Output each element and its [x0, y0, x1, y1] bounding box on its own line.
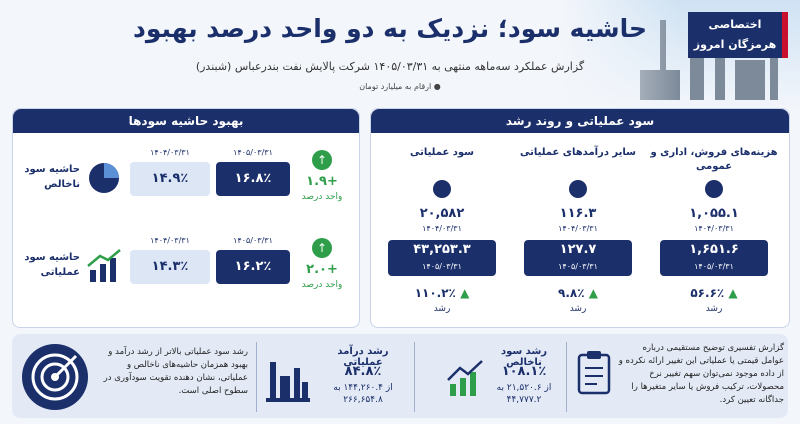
- current-date: ۱۴۰۵/۰۳/۳۱: [558, 262, 598, 271]
- current-date: ۱۴۰۵/۰۳/۳۱: [694, 262, 734, 271]
- gross-title: رشد سود ناخالص: [500, 346, 548, 368]
- explanation: گزارش تفسیری توضیح مستقیمی درباره عوامل …: [618, 343, 784, 405]
- column-label: سود عملیاتی: [409, 147, 475, 158]
- current-date: ۱۴۰۵/۰۳/۳۱: [233, 148, 273, 157]
- change: ▲ ۵۶.۶٪: [658, 286, 770, 300]
- conclusion: رشد سود عملیاتی بالاتر از رشد درآمد و به…: [103, 347, 248, 396]
- panel-title: سود عملیاتی و روند رشد: [371, 109, 789, 133]
- revenue-detail: از ۱۴۴,۲۶۰.۴ به ۲۶۶,۶۵۴.۸: [333, 383, 393, 405]
- row-icon: [86, 160, 122, 196]
- row-icon: [86, 248, 122, 284]
- current-box: [660, 240, 768, 276]
- note-text: ارقام به میلیارد تومان: [359, 82, 432, 91]
- up-triangle: ▲: [588, 286, 598, 300]
- panel-title: بهبود حاشیه سودها: [13, 109, 359, 133]
- current-value: ۱۲۷.۷: [559, 242, 597, 257]
- footer: [12, 334, 788, 418]
- change-word: رشد: [569, 304, 587, 314]
- previous-date: ۱۴۰۴/۰۳/۳۱: [694, 224, 734, 233]
- current-date: ۱۴۰۵/۰۳/۳۱: [422, 262, 462, 271]
- revenue-title: رشد درآمد عملیاتی: [337, 346, 389, 368]
- current-box: [524, 240, 632, 276]
- note: ● ارقام به میلیارد تومان: [359, 82, 441, 91]
- previous-date: ۱۴۰۴/۰۳/۳۱: [422, 224, 462, 233]
- previous-value: ۱,۰۵۵.۱: [689, 206, 739, 221]
- gross-detail: از ۲۱,۵۲۰.۶ به ۴۴,۷۷۷.۲: [496, 383, 552, 405]
- previous-date: ۱۴۰۴/۰۳/۳۱: [150, 236, 190, 245]
- row-label: حاشیه سود عملیاتی: [24, 252, 80, 278]
- operating-panel: سود عملیاتی و روند رشد: [370, 108, 790, 328]
- title: حاشیه سود؛ نزدیک به دو واحد درصد بهبود: [132, 14, 648, 43]
- badge-line: اختصاصی: [708, 18, 762, 31]
- gross-value: ۱۰۸.۱٪: [501, 364, 547, 379]
- up-triangle: ▲: [460, 286, 470, 300]
- column-icon: [702, 178, 726, 200]
- current-value: ۱,۶۵۱.۶: [689, 242, 739, 257]
- divider: [256, 342, 257, 412]
- clipboard-icon: [577, 351, 611, 395]
- refinery-icon: [266, 362, 310, 402]
- change-unit: واحد درصد: [301, 192, 343, 202]
- growth-chart-icon: [447, 360, 483, 396]
- change: ▲ ۹.۸٪: [522, 286, 634, 300]
- margins-panel: بهبود حاشیه سودها: [12, 108, 360, 328]
- current-value: ۱۶.۸٪: [216, 162, 290, 196]
- subtitle: گزارش عملکرد سه‌ماهه منتهی به ۱۴۰۵/۰۳/۳۱…: [195, 60, 585, 73]
- previous-date: ۱۴۰۴/۰۳/۳۱: [150, 148, 190, 157]
- change-word: رشد: [433, 304, 451, 314]
- up-arrow: ↑: [312, 150, 332, 170]
- previous-value: ۱۴.۳٪: [130, 250, 210, 284]
- up-triangle: ▲: [728, 286, 738, 300]
- change: ▲ ۱۱۰.۲٪: [386, 286, 498, 300]
- current-box: [388, 240, 496, 276]
- row-label: حاشیه سود ناخالص: [24, 164, 80, 190]
- up-arrow: ↑: [312, 238, 332, 258]
- column-label: سایر درآمدهای عملیاتی: [520, 147, 636, 158]
- previous-value: ۱۴.۹٪: [130, 162, 210, 196]
- change-value: ۱۱۰.۲٪: [414, 286, 456, 300]
- divider: [566, 342, 567, 412]
- change: +۲.۰: [306, 262, 338, 277]
- badge: اختصاصی هرمزگان امروز: [688, 12, 788, 58]
- previous-value: ۲۰,۵۸۲: [419, 206, 465, 221]
- change-unit: واحد درصد: [301, 280, 343, 290]
- badge-line: هرمزگان امروز: [693, 38, 777, 51]
- change: +۱.۹: [306, 174, 338, 189]
- target-icon: [22, 344, 88, 410]
- change-value: ۹.۸٪: [558, 286, 585, 300]
- column-icon: [430, 178, 454, 200]
- column-icon: [566, 178, 590, 200]
- revenue-value: ۸۴.۸٪: [344, 364, 382, 379]
- change-value: ۵۶.۶٪: [690, 286, 725, 300]
- change-word: رشد: [705, 304, 723, 314]
- current-value: ۴۳,۲۵۳.۳: [413, 242, 471, 257]
- current-value: ۱۶.۲٪: [216, 250, 290, 284]
- column-label: هزینه‌های فروش، اداری و عمومی: [650, 147, 778, 172]
- previous-date: ۱۴۰۴/۰۳/۳۱: [558, 224, 598, 233]
- divider: [414, 342, 415, 412]
- current-date: ۱۴۰۵/۰۳/۳۱: [233, 236, 273, 245]
- previous-value: ۱۱۶.۳: [559, 206, 597, 221]
